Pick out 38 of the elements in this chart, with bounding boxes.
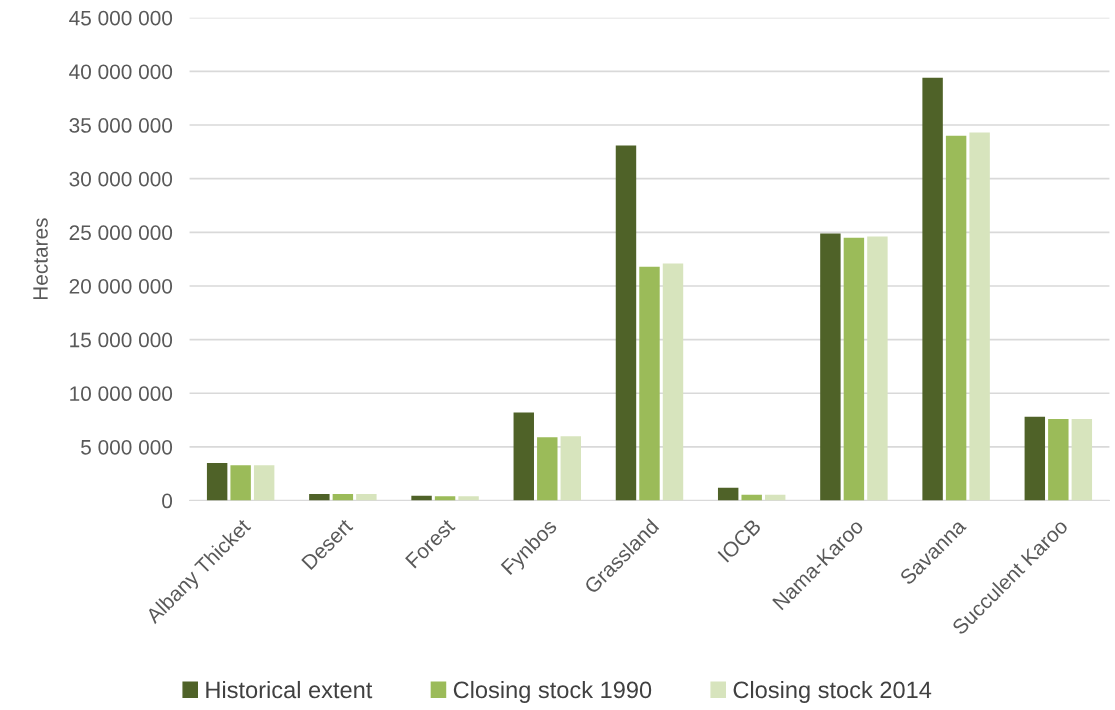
bar <box>867 236 888 501</box>
y-tick-label: 15 000 000 <box>70 332 173 348</box>
bar <box>332 494 354 501</box>
bar <box>662 263 684 501</box>
y-tick-label: 40 000 000 <box>69 64 173 80</box>
legend-label: Closing stock 2014 <box>733 680 932 703</box>
y-tick-label: 45 000 000 <box>69 10 173 26</box>
y-tick-label: 10 000 000 <box>70 386 173 402</box>
bar <box>945 135 967 501</box>
bar <box>717 487 739 501</box>
bar <box>820 233 841 501</box>
bar <box>1024 416 1046 501</box>
bar <box>969 132 990 501</box>
y-tick-label: 35 000 000 <box>69 118 173 133</box>
bar <box>922 77 943 501</box>
bar <box>615 145 637 501</box>
y-tick-label: 5 000 000 <box>81 439 173 455</box>
legend-label: Closing stock 1990 <box>453 680 652 703</box>
bar <box>1048 419 1069 501</box>
y-tick-label: 30 000 000 <box>69 171 173 187</box>
bar <box>843 237 865 501</box>
bar <box>537 437 558 501</box>
bar <box>230 465 251 501</box>
y-tick-label: 25 000 000 <box>69 225 173 241</box>
bar <box>253 465 275 501</box>
y-tick-label: 0 <box>162 493 173 509</box>
bar <box>513 412 534 501</box>
bar <box>434 496 456 501</box>
bar <box>639 266 660 501</box>
y-axis-title: Hectares <box>33 218 48 300</box>
bar <box>458 496 479 501</box>
legend-label: Historical extent <box>206 680 373 699</box>
bar <box>560 436 582 501</box>
bar <box>356 494 377 501</box>
bar <box>309 494 330 501</box>
bar <box>206 463 228 501</box>
y-tick-label: 20 000 000 <box>69 278 173 294</box>
bar <box>1071 419 1093 501</box>
